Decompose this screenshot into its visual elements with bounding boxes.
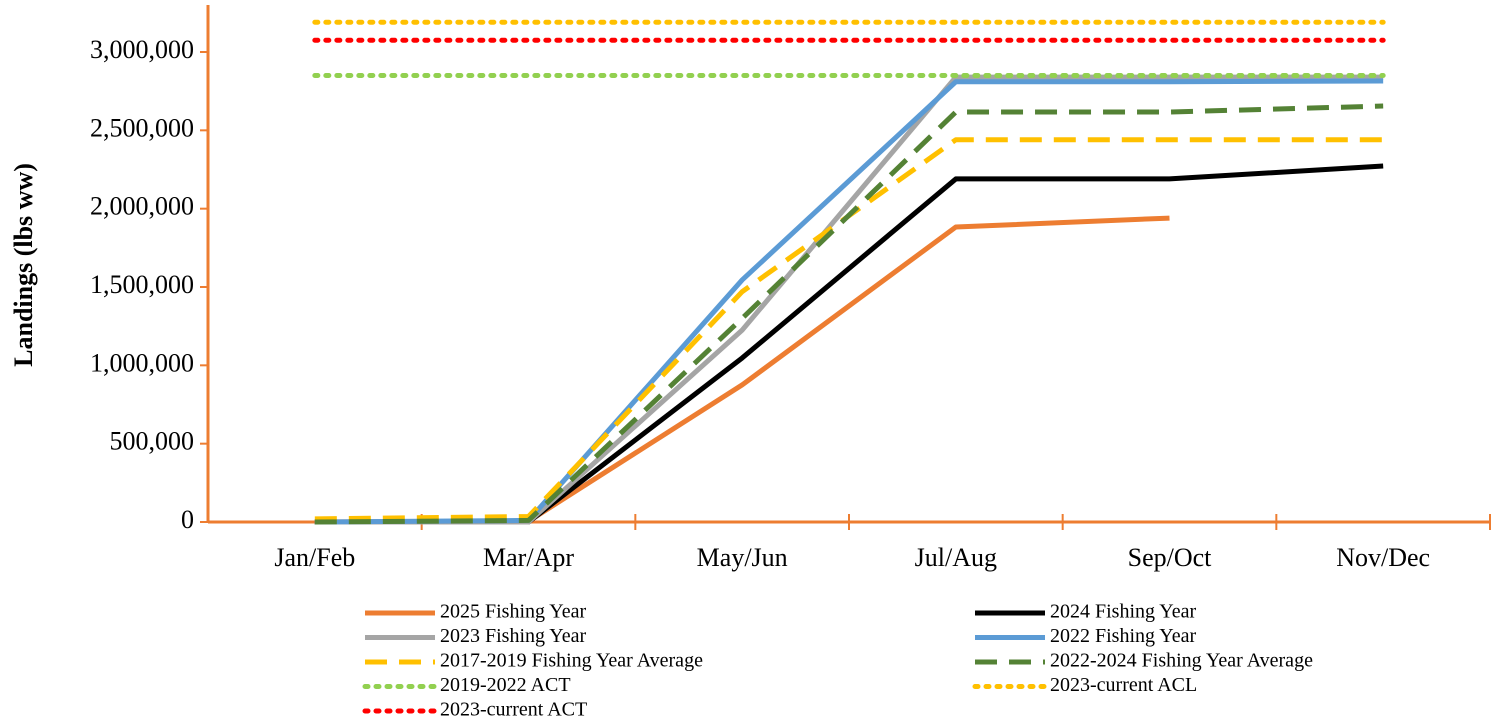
legend-label: 2022-2024 Fishing Year Average [1050,650,1313,672]
legend-label: 2017-2019 Fishing Year Average [440,650,703,672]
legend-label: 2022 Fishing Year [1050,625,1196,647]
y-tick-label: 1,000,000 [90,348,194,377]
series-line [314,215,1170,525]
x-tick-label: May/Jun [697,543,788,572]
legend-label: 2023-current ACL [1050,674,1197,696]
series-line [314,137,1384,522]
x-tick-label: Jan/Feb [274,543,355,572]
y-tick-label: 2,500,000 [90,113,194,142]
y-tick-label: 2,000,000 [90,192,194,221]
legend-label: 2023 Fishing Year [440,625,586,647]
x-tick-label: Mar/Apr [483,543,574,572]
series-line [314,74,1384,525]
x-tick-label: Nov/Dec [1336,543,1430,572]
series-line [314,103,1384,525]
y-tick-label: 0 [181,505,194,534]
x-tick-label: Sep/Oct [1128,543,1213,572]
y-tick-label: 1,500,000 [90,270,194,299]
series-line [314,163,1384,525]
x-tick-label: Jul/Aug [915,543,997,572]
y-tick-label: 500,000 [110,427,195,456]
legend-label: 2025 Fishing Year [440,601,586,623]
y-tick-label: 3,000,000 [90,35,194,64]
legend-label: 2024 Fishing Year [1050,601,1196,623]
legend-label: 2023-current ACT [440,699,587,721]
series-line [314,78,1384,525]
legend-label: 2019-2022 ACT [440,674,571,696]
y-axis-label: Landings (lbs ww) [9,163,38,367]
